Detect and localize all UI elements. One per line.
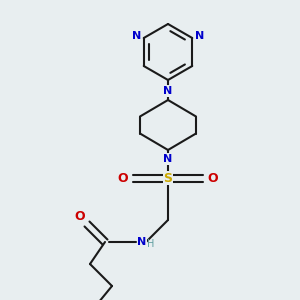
Text: N: N xyxy=(132,31,141,41)
Text: O: O xyxy=(75,211,85,224)
Text: H: H xyxy=(147,239,155,249)
Text: O: O xyxy=(118,172,128,184)
Text: N: N xyxy=(164,86,172,96)
Text: N: N xyxy=(137,237,147,247)
Text: N: N xyxy=(164,154,172,164)
Text: O: O xyxy=(208,172,218,184)
Text: S: S xyxy=(164,172,172,184)
Text: N: N xyxy=(195,31,204,41)
